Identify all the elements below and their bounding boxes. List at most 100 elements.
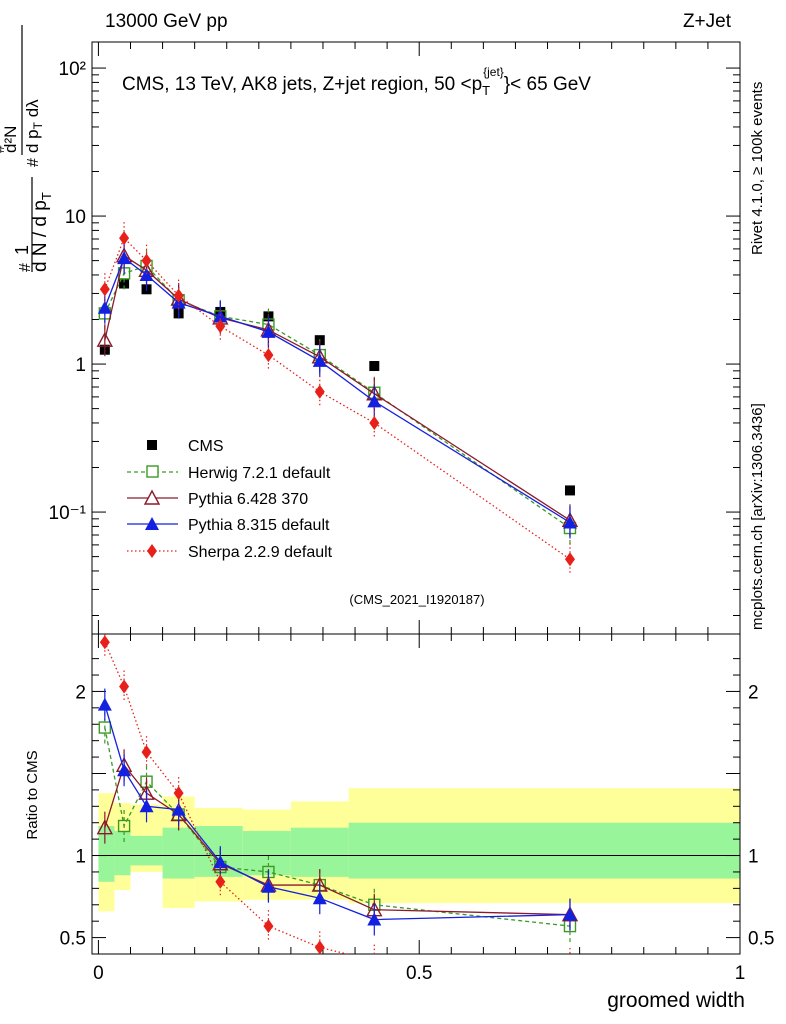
ratio-point-sherpa bbox=[215, 874, 226, 889]
legend-item-cms: CMS bbox=[147, 438, 224, 455]
svg-text:d²N: d²N bbox=[1, 126, 20, 153]
ratio-point-sherpa bbox=[373, 953, 375, 954]
ratio-point-sherpa bbox=[141, 745, 152, 760]
legend: CMS Herwig 7.2.1 default Pythia 6.428 37… bbox=[127, 438, 333, 561]
band-green bbox=[98, 826, 115, 882]
main-point-py8 bbox=[562, 515, 577, 529]
svg-text:#: # bbox=[0, 145, 7, 153]
band-green bbox=[242, 830, 291, 876]
legend-item-pythia6: Pythia 6.428 370 bbox=[127, 489, 308, 508]
svg-text:Pythia 6.428 370: Pythia 6.428 370 bbox=[188, 491, 308, 508]
main-point-py6 bbox=[96, 331, 114, 347]
ratio-ytick-label-right: 2 bbox=[748, 682, 759, 703]
main-line-sherpa bbox=[104, 236, 571, 560]
main-point-cms bbox=[119, 278, 130, 289]
legend-item-pythia8: Pythia 8.315 default bbox=[127, 517, 330, 534]
main-series-py6 bbox=[96, 239, 579, 537]
main-point-py8 bbox=[312, 353, 327, 367]
svg-text:CMS: CMS bbox=[188, 438, 224, 455]
main-point-sherpa bbox=[215, 319, 226, 334]
main-point-sherpa bbox=[369, 415, 380, 430]
svg-text:Sherpa 2.2.9 default: Sherpa 2.2.9 default bbox=[188, 544, 333, 561]
main-point-sherpa bbox=[119, 231, 130, 246]
ratio-point-py8 bbox=[367, 912, 382, 926]
main-point-sherpa bbox=[564, 552, 575, 567]
main-point-py8 bbox=[213, 309, 228, 323]
xtick-label: 1 bbox=[735, 963, 746, 984]
ratio-point-py8 bbox=[171, 802, 186, 816]
ratio-point-herwig bbox=[117, 819, 131, 833]
main-series-py8 bbox=[97, 242, 577, 539]
band-green bbox=[162, 827, 195, 879]
svg-text:Herwig 7.2.1 default: Herwig 7.2.1 default bbox=[188, 465, 331, 482]
band-green bbox=[114, 830, 131, 876]
xtick-label: 0 bbox=[93, 963, 104, 984]
main-ytick-label: 10 bbox=[65, 207, 86, 228]
ratio-point-py8 bbox=[312, 891, 327, 905]
ratio-point-py8 bbox=[117, 763, 132, 777]
ratio-ytick-label: 0.5 bbox=[60, 929, 86, 950]
ratio-point-py8 bbox=[97, 697, 112, 711]
ratio-series-sherpa bbox=[99, 634, 575, 971]
analysis-id: (CMS_2021_I1920187) bbox=[349, 592, 484, 607]
main-ytick-label: 10² bbox=[59, 59, 86, 80]
main-point-sherpa bbox=[314, 384, 325, 399]
ratio-series-py8 bbox=[97, 688, 577, 936]
legend-item-herwig: Herwig 7.2.1 default bbox=[127, 465, 331, 482]
ratio-ytick-label: 2 bbox=[75, 682, 86, 703]
ratio-point-sherpa bbox=[263, 919, 274, 934]
main-series-sherpa bbox=[99, 222, 575, 576]
svg-text:Pythia 8.315 default: Pythia 8.315 default bbox=[188, 517, 330, 534]
svg-text:1: 1 bbox=[12, 245, 32, 255]
rivet-label: Rivet 4.1.0, ≥ 100k events bbox=[749, 82, 766, 255]
band-green bbox=[348, 822, 740, 879]
main-point-py8 bbox=[261, 324, 276, 338]
main-series-cms bbox=[99, 278, 575, 496]
main-ytick-label: 10⁻¹ bbox=[49, 503, 87, 524]
svg-text:d N / d pT: d N / d pT bbox=[30, 192, 54, 272]
band-green bbox=[290, 827, 349, 877]
main-series-herwig bbox=[98, 249, 577, 545]
ratio-point-sherpa bbox=[119, 679, 130, 694]
ratio-point-py8 bbox=[562, 907, 577, 921]
legend-item-sherpa: Sherpa 2.2.9 default bbox=[127, 544, 333, 561]
plot-title: CMS, 13 TeV, AK8 jets, Z+jet region, 50 … bbox=[122, 65, 591, 98]
ratio-point-sherpa bbox=[565, 957, 575, 971]
band-green bbox=[194, 826, 243, 877]
main-line-herwig bbox=[104, 265, 571, 529]
svg-text:#: # bbox=[17, 263, 34, 272]
main-point-cms bbox=[369, 361, 380, 372]
mcplots-label: mcplots.cern.ch [arXiv:1306.3436] bbox=[749, 403, 766, 630]
ratio-point-herwig bbox=[98, 721, 112, 734]
svg-text:d pT dλ: d pT dλ bbox=[23, 99, 45, 153]
ratio-point-py8 bbox=[139, 799, 154, 813]
ratio-point-py6 bbox=[96, 819, 114, 835]
ratio-ytick-label-right: 1 bbox=[748, 847, 759, 868]
main-point-sherpa bbox=[173, 288, 184, 303]
main-point-sherpa bbox=[141, 253, 152, 268]
main-point-py8 bbox=[367, 394, 382, 408]
xtick-label: 0.5 bbox=[406, 963, 432, 984]
main-ylabel: # 1 d N / d pT # d²N # d pT dλ bbox=[0, 25, 54, 272]
main-point-sherpa bbox=[263, 348, 274, 363]
main-point-sherpa bbox=[99, 282, 110, 297]
ratio-point-sherpa bbox=[173, 786, 184, 801]
main-point-py8 bbox=[139, 267, 154, 281]
svg-text:#: # bbox=[25, 158, 42, 167]
process-label: Z+Jet bbox=[683, 11, 732, 32]
ratio-point-sherpa bbox=[314, 940, 325, 954]
ratio-ytick-label-right: 0.5 bbox=[748, 929, 774, 950]
xlabel: groomed width bbox=[607, 989, 745, 1012]
ratio-frame bbox=[91, 633, 741, 955]
ratio-point-py8 bbox=[213, 855, 228, 869]
main-ytick-label: 1 bbox=[75, 355, 86, 376]
ratio-point-sherpa bbox=[99, 635, 110, 650]
ratio-ytick-label: 1 bbox=[75, 847, 86, 868]
main-point-py8 bbox=[97, 300, 112, 314]
energy-label: 13000 GeV pp bbox=[105, 11, 228, 32]
series bbox=[96, 222, 579, 971]
band-green bbox=[130, 835, 163, 866]
main-point-cms bbox=[564, 485, 575, 496]
